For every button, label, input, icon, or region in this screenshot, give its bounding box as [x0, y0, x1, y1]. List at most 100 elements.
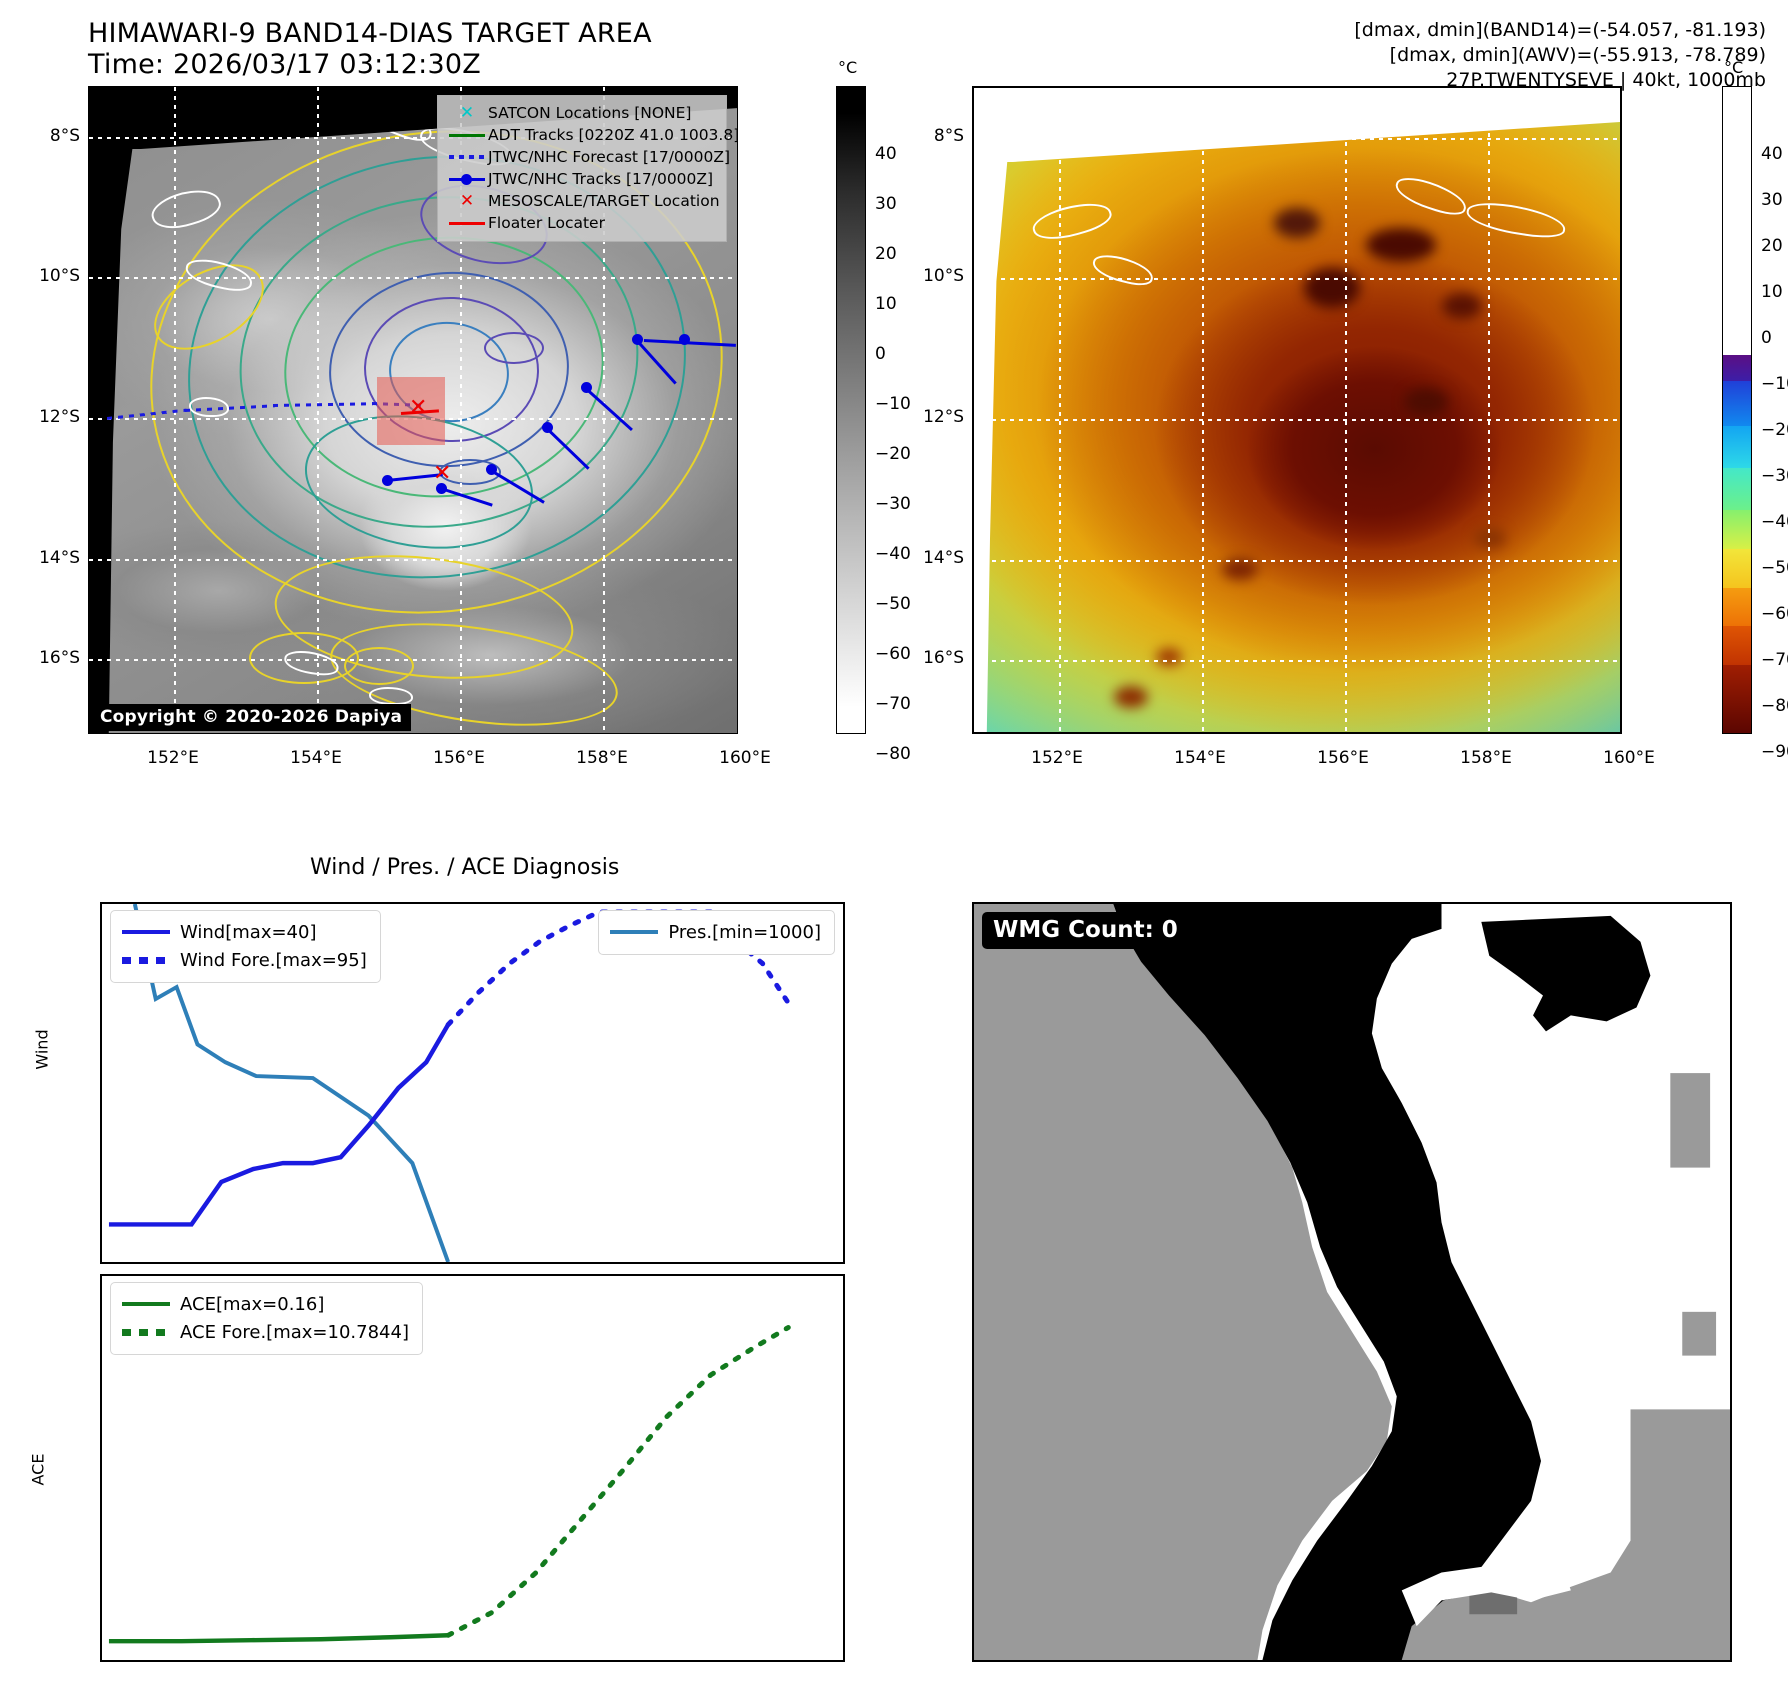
ace-solid-line-icon	[122, 1301, 180, 1307]
ir-lat-tick: 16°S	[39, 648, 80, 668]
ir-cb-tick: 40	[875, 144, 897, 164]
wind-forecast-dotted-icon	[122, 956, 180, 964]
legend-row: JTWC/NHC Forecast [17/0000Z]	[446, 146, 730, 168]
ir-cb-tick: −80	[875, 744, 911, 764]
awv-lat-tick: 14°S	[923, 548, 964, 568]
ir-cb-tick: −40	[875, 544, 911, 564]
awv-lon-tick: 156°E	[1317, 748, 1369, 768]
ace-plot	[108, 1324, 791, 1644]
ace-legend: ACE[max=0.16] ACE Fore.[max=10.7844]	[110, 1282, 423, 1355]
ir-lon-tick: 160°E	[719, 748, 771, 768]
wmg-count-badge: WMG Count: 0	[982, 912, 1191, 949]
awv-cb-tick: −60	[1761, 604, 1788, 624]
ir-cb-tick: 0	[875, 344, 886, 364]
wind-solid-line-icon	[122, 929, 180, 935]
awv-cb-tick: −50	[1761, 558, 1788, 578]
dmax-dmin-band14: [dmax, dmin](BAND14)=(-54.057, -81.193)	[1354, 19, 1766, 41]
ir-lat-tick: 10°S	[39, 266, 80, 286]
ir-cb-tick: −70	[875, 694, 911, 714]
legend-label: Pres.[min=1000]	[668, 921, 821, 943]
wmg-mask-panel[interactable]: WMG Count: 0	[972, 902, 1732, 1662]
awv-lon-tick: 154°E	[1174, 748, 1226, 768]
legend-label: Floater Locater	[488, 214, 605, 232]
ir-lon-tick: 156°E	[433, 748, 485, 768]
adt-track-line-icon	[446, 133, 488, 137]
title-line-1: HIMAWARI-9 BAND14-DIAS TARGET AREA	[88, 18, 652, 49]
ir-lon-tick: 158°E	[576, 748, 628, 768]
ace-forecast-dotted-icon	[122, 1328, 180, 1336]
legend-row: ACE Fore.[max=10.7844]	[122, 1318, 409, 1346]
ir-cb-tick: −20	[875, 444, 911, 464]
ir-map-legend: ✕ SATCON Locations [NONE] ADT Tracks [02…	[437, 95, 737, 242]
page-title: HIMAWARI-9 BAND14-DIAS TARGET AREA Time:…	[88, 18, 652, 80]
wmg-mask-image	[974, 904, 1730, 1660]
pressure-series	[132, 904, 451, 1262]
ir-cb-tick: 20	[875, 244, 897, 264]
legend-label: ACE[max=0.16]	[180, 1293, 325, 1315]
awv-lat-tick: 10°S	[923, 266, 964, 286]
awv-colorbar	[1722, 86, 1752, 734]
ir-lon-tick: 152°E	[147, 748, 199, 768]
ace-forecast-series	[445, 1324, 791, 1638]
awv-cb-tick: −90	[1761, 742, 1788, 762]
awv-cb-tick: 40	[1761, 144, 1783, 164]
jtwc-forecast-dotted-icon	[446, 155, 488, 159]
awv-lon-tick: 152°E	[1031, 748, 1083, 768]
wind-legend: Wind[max=40] Wind Fore.[max=95]	[110, 910, 381, 983]
legend-row: ADT Tracks [0220Z 41.0 1003.8]	[446, 124, 737, 146]
storm-id-intensity: 27P.TWENTYSEVE | 40kt, 1000mb	[1446, 69, 1766, 91]
awv-lat-tick: 8°S	[933, 126, 964, 146]
ir-imagery: ✕ ✕ ✕ SATCON Locations [NONE] ADT Tracks…	[89, 87, 737, 733]
awv-cb-tick: −40	[1761, 512, 1788, 532]
ir-cb-tick: −60	[875, 644, 911, 664]
ir-lat-tick: 12°S	[39, 407, 80, 427]
awv-colorbar-unit: °C	[1724, 58, 1744, 77]
awv-lon-tick: 158°E	[1460, 748, 1512, 768]
awv-imagery	[974, 88, 1620, 732]
diagnosis-title: Wind / Pres. / ACE Diagnosis	[310, 855, 620, 880]
awv-cb-tick: 0	[1761, 328, 1772, 348]
pressure-legend: Pres.[min=1000]	[598, 910, 835, 955]
ir-lat-tick: 8°S	[49, 126, 80, 146]
ace-axis-label: ACE	[28, 1453, 48, 1486]
ir-cb-tick: −50	[875, 594, 911, 614]
awv-cb-tick: −30	[1761, 466, 1788, 486]
legend-row: ✕ MESOSCALE/TARGET Location	[446, 190, 720, 212]
legend-label: JTWC/NHC Tracks [17/0000Z]	[488, 170, 714, 188]
legend-label: SATCON Locations [NONE]	[488, 104, 692, 122]
mesoscale-target-marker-2: ✕	[433, 461, 452, 486]
satcon-x-icon: ✕	[459, 102, 475, 123]
wind-observed-series	[108, 1023, 451, 1227]
legend-row: JTWC/NHC Tracks [17/0000Z]	[446, 168, 718, 190]
awv-cb-tick: 20	[1761, 236, 1783, 256]
ir-satellite-map[interactable]: ✕ ✕ ✕ SATCON Locations [NONE] ADT Tracks…	[88, 86, 738, 734]
awv-enhanced-map[interactable]	[972, 86, 1622, 734]
header-metadata: [dmax, dmin](BAND14)=(-54.057, -81.193) …	[1354, 18, 1766, 93]
legend-row: Floater Locater	[446, 212, 718, 234]
jtwc-track-line-dot-icon	[446, 173, 488, 185]
legend-label: Wind Fore.[max=95]	[180, 949, 367, 971]
awv-lon-tick: 160°E	[1603, 748, 1655, 768]
awv-lat-tick: 12°S	[923, 407, 964, 427]
mesoscale-target-marker-1: ✕	[409, 395, 428, 420]
ace-chart[interactable]: ACE[max=0.16] ACE Fore.[max=10.7844] 10 …	[100, 1274, 845, 1662]
ace-observed-series	[108, 1633, 449, 1644]
title-line-2: Time: 2026/03/17 03:12:30Z	[88, 49, 481, 80]
ir-lon-tick: 154°E	[290, 748, 342, 768]
ir-colorbar-unit: °C	[838, 58, 858, 77]
awv-cb-tick: −70	[1761, 650, 1788, 670]
awv-cb-tick: −20	[1761, 420, 1788, 440]
ir-colorbar	[836, 86, 866, 734]
ir-cb-tick: 30	[875, 194, 897, 214]
legend-label: MESOSCALE/TARGET Location	[488, 192, 720, 210]
wind-axis-label: Wind	[32, 1029, 52, 1070]
pressure-solid-line-icon	[610, 929, 668, 935]
ir-cb-tick: 10	[875, 294, 897, 314]
legend-row: Wind[max=40]	[122, 918, 367, 946]
awv-cb-tick: 30	[1761, 190, 1783, 210]
legend-label: ACE Fore.[max=10.7844]	[180, 1321, 409, 1343]
wind-pressure-chart[interactable]: Wind[max=40] Wind Fore.[max=95] Pres.[mi…	[100, 902, 845, 1264]
mesoscale-x-icon: ✕	[459, 190, 475, 211]
legend-row: Wind Fore.[max=95]	[122, 946, 367, 974]
legend-label: ADT Tracks [0220Z 41.0 1003.8]	[488, 126, 738, 144]
